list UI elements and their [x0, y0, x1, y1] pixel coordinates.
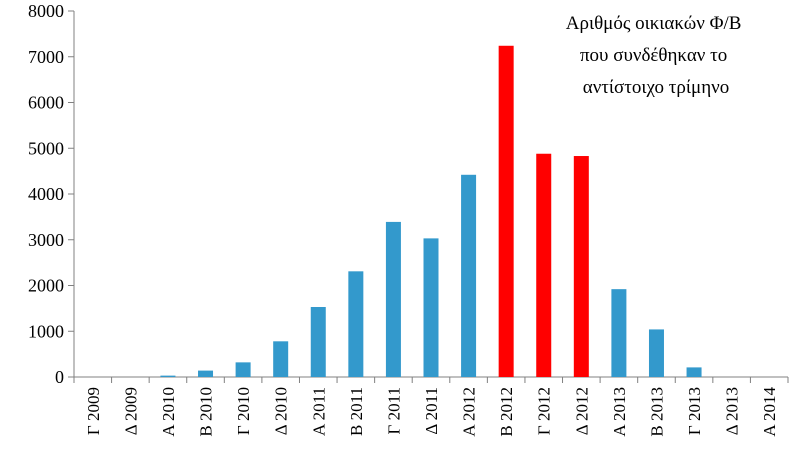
y-tick-label: 7000	[28, 47, 64, 67]
x-tick-label: Β 2013	[647, 387, 666, 437]
x-tick-label: Δ 2011	[422, 387, 441, 435]
y-tick-label: 2000	[28, 276, 64, 296]
bar	[160, 375, 176, 377]
chart-title-line-2: που συνδέθηκαν το	[580, 45, 727, 66]
x-tick-label: Β 2011	[347, 387, 366, 436]
y-tick-label: 8000	[28, 1, 64, 21]
bar	[536, 153, 552, 377]
bar	[310, 307, 326, 377]
x-tick-label: Α 2012	[460, 387, 479, 437]
bar	[461, 174, 477, 377]
y-tick-label: 6000	[28, 93, 64, 113]
bar	[686, 367, 702, 377]
y-tick-label: 1000	[28, 321, 64, 341]
x-tick-label: Γ 2011	[384, 387, 403, 434]
bar	[385, 221, 401, 377]
bar	[273, 341, 289, 377]
chart-title: Αριθμός οικιακών Φ/Β που συνδέθηκαν το α…	[566, 13, 746, 98]
x-tick-label: Γ 2009	[84, 387, 103, 435]
bar	[423, 238, 439, 377]
x-tick-label: Γ 2013	[685, 387, 704, 435]
bar	[611, 289, 627, 377]
x-tick-label: Β 2012	[497, 387, 516, 437]
x-tick-label: Δ 2009	[121, 387, 140, 435]
x-tick-label: Α 2011	[309, 387, 328, 436]
y-axis-ticks: 0 1000 2000 3000 4000 5000 6000 7000 8000	[28, 1, 74, 387]
bar	[235, 362, 251, 377]
y-tick-label: 3000	[28, 230, 64, 250]
chart-title-line-1: Αριθμός οικιακών Φ/Β	[566, 13, 742, 34]
x-axis-ticks: Γ 2009 Δ 2009 Α 2010 Β 2010 Γ 2010 Δ 2010 Α 20…	[73, 377, 789, 437]
x-tick-label: Α 2010	[159, 387, 178, 437]
bar	[198, 370, 214, 377]
chart-title-line-3: αντίστοιχο τρίμηνο	[583, 77, 730, 98]
x-tick-label: Δ 2012	[572, 387, 591, 435]
bar	[648, 329, 664, 377]
x-tick-label: Γ 2010	[234, 387, 253, 435]
bar	[348, 271, 364, 377]
x-tick-label: Δ 2010	[272, 387, 291, 435]
bar	[498, 45, 514, 378]
x-tick-label: Β 2010	[197, 387, 216, 437]
x-tick-label: Α 2014	[760, 387, 779, 437]
x-tick-label: Γ 2012	[535, 387, 554, 435]
chart-bars	[160, 45, 702, 378]
y-tick-label: 0	[55, 367, 64, 387]
y-tick-label: 5000	[28, 138, 64, 158]
x-tick-label: Α 2013	[610, 387, 629, 437]
x-tick-label: Δ 2013	[723, 387, 742, 435]
y-tick-label: 4000	[28, 184, 64, 204]
bar	[573, 156, 589, 377]
